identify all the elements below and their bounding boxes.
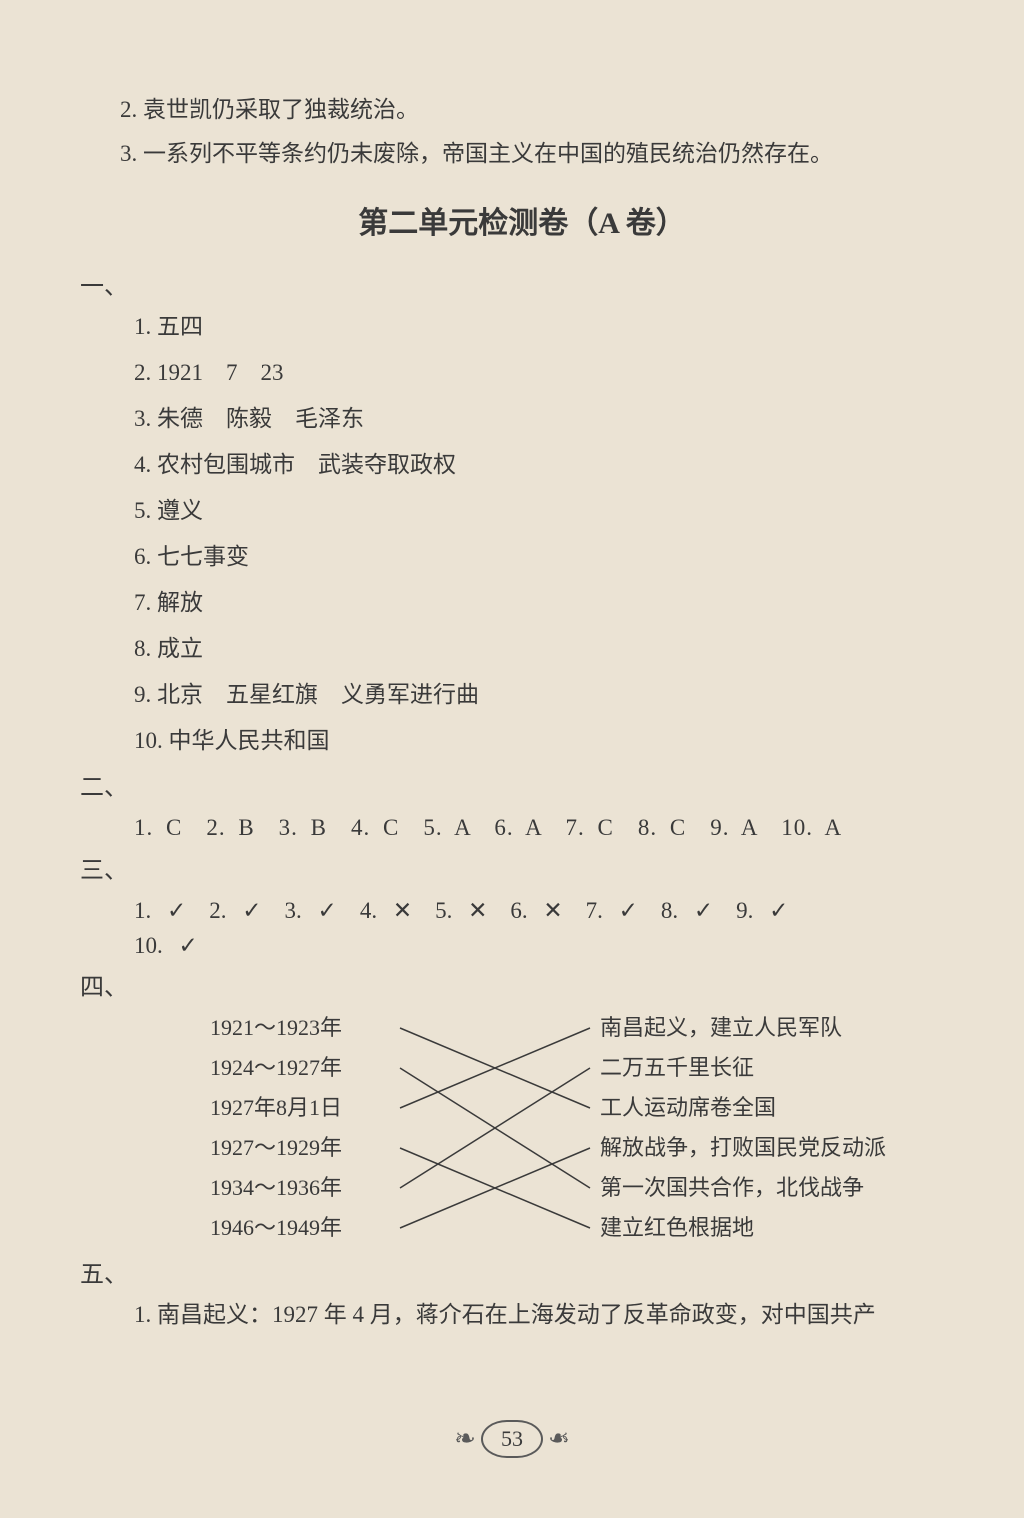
s1-item-6: 6. 七七事变 [110, 537, 934, 571]
s3-answers-row1: 1. ✓ 2. ✓ 3. ✓ 4. ✕ 5. ✕ 6. ✕ 7. ✓ 8. ✓ … [110, 891, 934, 925]
s1-item-10: 10. 中华人民共和国 [110, 721, 934, 755]
section-three-heading: 三、 [80, 850, 934, 885]
page-footer: ❧ 53 ❧ [0, 1420, 1024, 1458]
match-left-item: 1921～1923年 [210, 1008, 342, 1048]
section-five-heading: 五、 [80, 1254, 934, 1289]
match-right-item: 第一次国共合作，北伐战争 [600, 1168, 886, 1208]
s1-item-7: 7. 解放 [110, 583, 934, 617]
section-four-heading: 四、 [80, 967, 934, 1002]
s2-answers: 1. C 2. B 3. B 4. C 5. A 6. A 7. C 8. C … [110, 808, 934, 842]
s5-paragraph-1: 1. 南昌起义：1927 年 4 月，蒋介石在上海发动了反革命政变，对中国共产 [110, 1295, 934, 1334]
wing-left-icon: ❧ [447, 1424, 483, 1452]
match-right-item: 二万五千里长征 [600, 1048, 886, 1088]
wing-right-icon: ❧ [541, 1424, 577, 1452]
matching-left-column: 1921～1923年1924～1927年1927年8月1日1927～1929年1… [210, 1008, 342, 1248]
s1-item-8: 8. 成立 [110, 629, 934, 663]
match-right-item: 建立红色根据地 [600, 1208, 886, 1248]
unit-title: 第二单元检测卷（A 卷） [110, 198, 934, 242]
section-one-heading: 一、 [80, 266, 934, 301]
match-left-item: 1927～1929年 [210, 1128, 342, 1168]
s1-item-5: 5. 遵义 [110, 491, 934, 525]
page-number: 53 [481, 1420, 543, 1458]
matching-right-column: 南昌起义，建立人民军队二万五千里长征工人运动席卷全国解放战争，打败国民党反动派第… [600, 1008, 886, 1248]
match-left-item: 1924～1927年 [210, 1048, 342, 1088]
s1-item-1: 1. 五四 [110, 307, 934, 341]
match-left-item: 1946～1949年 [210, 1208, 342, 1248]
s1-item-9: 9. 北京 五星红旗 义勇军进行曲 [110, 675, 934, 709]
match-right-item: 工人运动席卷全国 [600, 1088, 886, 1128]
match-right-item: 南昌起义，建立人民军队 [600, 1008, 886, 1048]
s1-item-4: 4. 农村包围城市 武装夺取政权 [110, 445, 934, 479]
match-right-item: 解放战争，打败国民党反动派 [600, 1128, 886, 1168]
match-left-item: 1927年8月1日 [210, 1088, 342, 1128]
s1-item-3: 3. 朱德 陈毅 毛泽东 [110, 399, 934, 433]
section-two-heading: 二、 [80, 767, 934, 802]
match-left-item: 1934～1936年 [210, 1168, 342, 1208]
s3-answers-row2: 10. ✓ [110, 933, 934, 959]
s1-item-2: 2. 1921 7 23 [110, 353, 934, 387]
intro-line-2: 2. 袁世凯仍采取了独裁统治。 [110, 90, 934, 124]
matching-diagram: 1921～1923年1924～1927年1927年8月1日1927～1929年1… [170, 1008, 934, 1248]
intro-line-3: 3. 一系列不平等条约仍未废除，帝国主义在中国的殖民统治仍然存在。 [110, 134, 934, 168]
page-number-badge: ❧ 53 ❧ [481, 1420, 543, 1458]
